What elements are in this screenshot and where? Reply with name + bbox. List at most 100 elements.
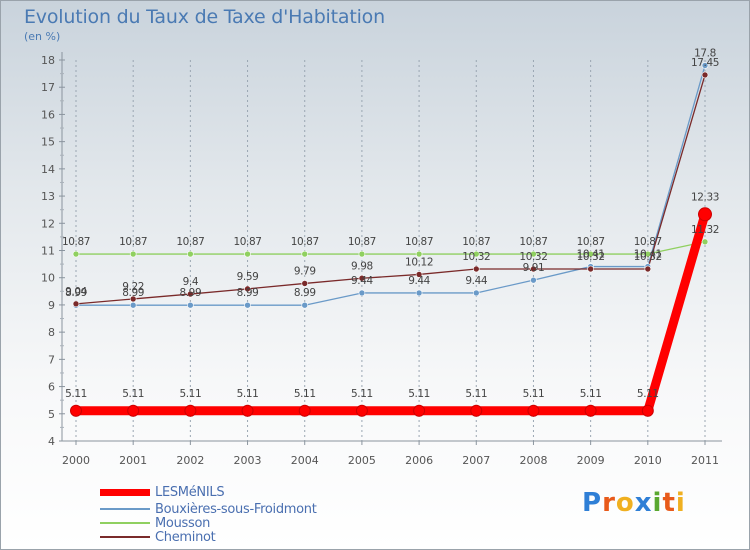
x-tick-label: 2002 (176, 454, 204, 467)
data-point-0 (413, 404, 426, 417)
data-point-2 (530, 250, 537, 258)
data-point-1 (415, 289, 423, 297)
data-point-3 (701, 71, 709, 79)
y-tick-label: 9 (48, 299, 55, 312)
legend-item-cheminot: Cheminot (100, 529, 216, 545)
data-label-3: 9.4 (183, 276, 199, 288)
data-label-0: 5.11 (580, 388, 602, 400)
data-label-0: 12.33 (691, 191, 719, 203)
data-point-0 (241, 404, 254, 417)
legend-swatch-mousson (100, 522, 150, 524)
data-label-0: 5.11 (465, 388, 487, 400)
data-point-2 (187, 250, 194, 258)
x-tick-label: 2005 (348, 454, 376, 467)
data-point-2 (358, 250, 366, 258)
data-point-2 (644, 250, 652, 258)
data-label-1: 10.41 (634, 249, 662, 261)
data-point-0 (470, 404, 483, 417)
data-label-2: 10.87 (291, 236, 319, 248)
data-point-1 (301, 301, 309, 309)
data-point-2 (415, 250, 423, 258)
data-label-1: 8.99 (179, 287, 201, 299)
y-tick-label: 7 (48, 353, 55, 366)
data-point-2 (72, 250, 80, 258)
x-tick-label: 2001 (119, 454, 147, 467)
x-tick-label: 2006 (405, 454, 433, 467)
series-line-2 (75, 241, 706, 255)
legend-label-bouxieres: Bouxières-sous-Froidmont (155, 501, 317, 517)
data-label-0: 5.11 (294, 388, 316, 400)
legend-swatch-cheminot (100, 536, 150, 538)
legend-label-mousson: Mousson (155, 515, 211, 531)
data-point-2 (301, 250, 309, 258)
logo-letter: r (602, 488, 616, 518)
data-label-3: 9.22 (122, 281, 144, 293)
data-point-3 (187, 290, 194, 298)
y-tick-label: 17 (41, 81, 55, 94)
data-point-3 (530, 265, 537, 273)
x-tick-label: 2011 (691, 454, 719, 467)
data-point-0 (527, 404, 540, 417)
data-point-0 (127, 404, 140, 417)
data-point-2 (244, 250, 251, 258)
y-tick-label: 14 (41, 163, 55, 176)
x-tick-label: 2004 (291, 454, 319, 467)
logo-letter: t (662, 488, 676, 518)
data-point-0 (70, 404, 82, 417)
data-label-0: 5.11 (65, 388, 87, 400)
legend-swatch-bouxieres (100, 508, 150, 510)
data-point-1 (129, 301, 137, 309)
data-label-3: 9.04 (65, 286, 87, 298)
data-label-0: 5.11 (179, 388, 201, 400)
data-point-3 (587, 265, 594, 273)
data-point-2 (587, 250, 594, 258)
series-lines (71, 64, 710, 416)
data-label-1: 10.41 (577, 249, 605, 261)
data-label-1: 9.44 (408, 275, 430, 287)
chart-subtitle: (en %) (24, 30, 61, 43)
data-label-1: 9.44 (465, 275, 487, 287)
data-label-3: 9.98 (351, 260, 373, 272)
data-point-1 (530, 276, 537, 284)
y-tick-label: 13 (41, 190, 55, 203)
data-label-2: 10.87 (176, 236, 204, 248)
data-label-2: 10.87 (234, 236, 262, 248)
grid-lines (75, 60, 706, 441)
data-label-2: 10.87 (62, 236, 90, 248)
proxiti-logo: Proxiti (582, 488, 686, 518)
data-point-1 (244, 301, 251, 309)
series-points (70, 62, 712, 417)
data-point-0 (184, 404, 197, 417)
logo-letter: o (615, 488, 635, 518)
data-label-0: 5.11 (408, 388, 430, 400)
data-point-2 (129, 250, 137, 258)
logo-letter: i (675, 488, 686, 518)
x-tick-label: 2008 (519, 454, 547, 467)
series-line-3 (75, 74, 706, 305)
y-tick-label: 4 (48, 435, 55, 448)
data-point-2 (701, 238, 709, 246)
y-tick-label: 18 (41, 54, 55, 67)
data-label-1: 17.8 (694, 47, 716, 59)
data-label-1: 9.91 (523, 262, 545, 274)
data-label-3: 17.45 (691, 57, 719, 69)
series-line-1 (75, 64, 706, 306)
data-label-3: 10.32 (634, 251, 662, 263)
x-tick-label: 2003 (234, 454, 262, 467)
y-tick-label: 11 (41, 245, 55, 258)
data-label-0: 5.11 (637, 388, 659, 400)
y-tick-label: 8 (48, 326, 55, 339)
data-point-1 (701, 62, 709, 69)
data-label-2: 10.87 (119, 236, 147, 248)
data-point-2 (472, 250, 480, 258)
data-point-3 (644, 265, 652, 273)
data-point-0 (298, 404, 311, 417)
data-label-3: 9.59 (237, 271, 259, 283)
legend-item-mousson: Mousson (100, 515, 210, 531)
data-point-1 (358, 289, 366, 297)
legend-label-cheminot: Cheminot (155, 529, 216, 545)
x-tick-label: 2009 (577, 454, 605, 467)
data-point-3 (415, 271, 423, 278)
data-label-3: 10.32 (519, 251, 547, 263)
x-tick-label: 2000 (62, 454, 90, 467)
